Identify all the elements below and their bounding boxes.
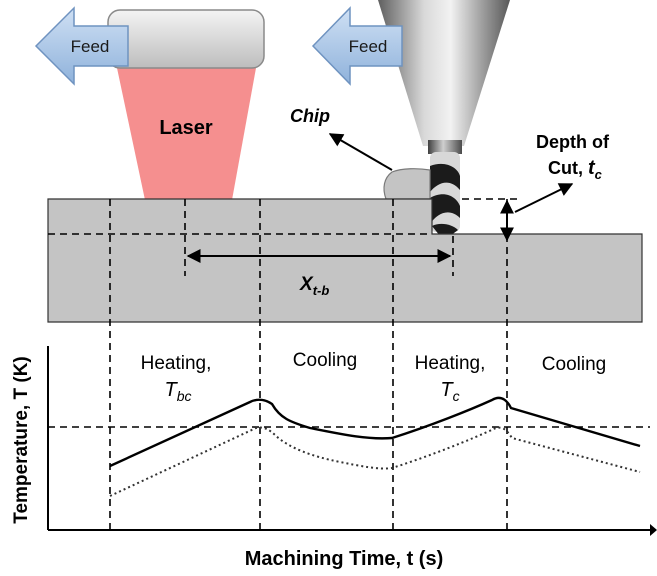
- phase-label-heating-1: Heating,: [141, 353, 212, 374]
- phase-symbol-heating-1: Tbc: [164, 379, 191, 404]
- tool-body: [378, 0, 510, 146]
- chip-shape: [384, 169, 430, 199]
- y-axis-label: Temperature, T (K): [11, 356, 32, 524]
- feed-label-right: Feed: [349, 37, 388, 56]
- chip-label: Chip: [290, 106, 330, 126]
- feed-label-left: Feed: [71, 37, 110, 56]
- workpiece: [48, 199, 642, 322]
- phase-symbol-heating-2: Tc: [440, 379, 459, 404]
- x-axis-label: Machining Time, t (s): [245, 548, 444, 570]
- tool-collar: [428, 140, 462, 154]
- laser-head: [108, 10, 264, 68]
- end-mill: [430, 152, 460, 236]
- depth-label-line2: Cut, tc: [548, 157, 603, 182]
- surface-temperature-curve: [110, 398, 640, 466]
- phase-label-cooling-1: Cooling: [293, 350, 357, 371]
- depth-label-line1: Depth of: [536, 132, 610, 152]
- laser-label: Laser: [159, 117, 213, 139]
- phase-label-heating-2: Heating,: [415, 353, 486, 374]
- phase-label-cooling-2: Cooling: [542, 354, 606, 375]
